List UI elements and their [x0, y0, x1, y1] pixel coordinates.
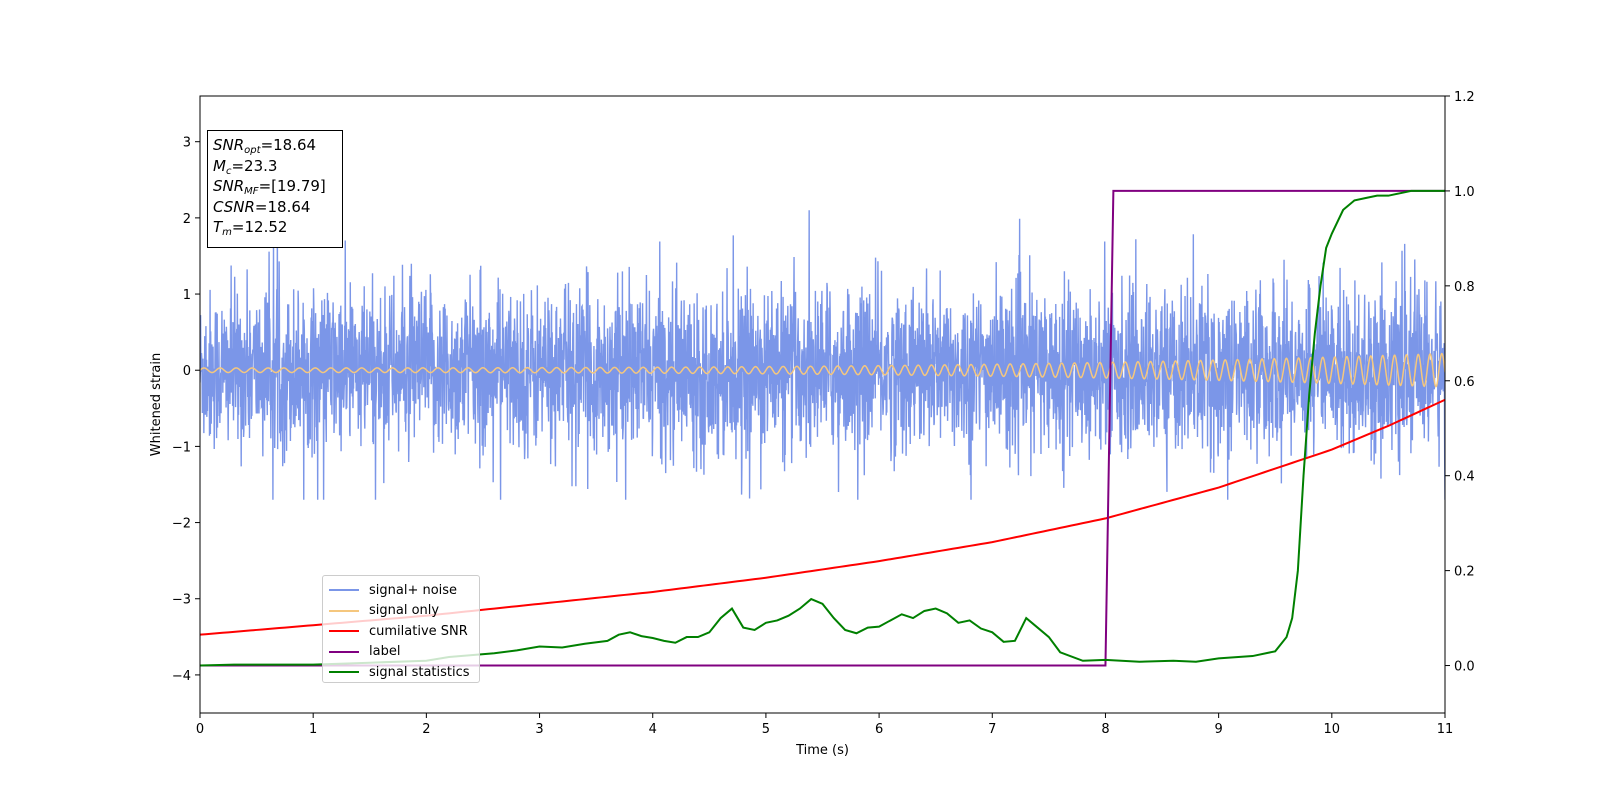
annotation-row: CSNR=18.64	[213, 197, 311, 216]
annotation-row: SNRMF=[19.79]	[213, 177, 326, 197]
legend-swatch	[329, 609, 359, 612]
legend-entry: signal+ noise	[329, 580, 473, 601]
legend-label: cumilative SNR	[369, 623, 468, 639]
legend-entry: signal statistics	[329, 662, 473, 683]
legend-swatch	[329, 589, 359, 592]
y-right-tick-label: 0.0	[1454, 660, 1475, 675]
legend-entry: cumilative SNR	[329, 621, 473, 642]
x-tick-label: 4	[649, 722, 657, 737]
legend-swatch	[329, 671, 359, 674]
x-tick-label: 3	[535, 722, 543, 737]
legend: signal+ noise signal only cumilative SNR la…	[322, 575, 480, 683]
annotation-row: Tm=12.52	[213, 218, 288, 238]
legend-label: signal statistics	[369, 664, 470, 680]
y-right-tick-label: 0.8	[1454, 280, 1475, 295]
annotation-box: SNRopt=18.64 Mc=23.3 SNRMF=[19.79] CSNR=18.…	[207, 130, 343, 248]
series-signal-only-line	[200, 352, 1445, 388]
legend-label: signal only	[369, 603, 440, 619]
legend-swatch	[329, 650, 359, 653]
y-tick-label: −1	[172, 440, 191, 455]
x-tick-label: 11	[1437, 722, 1454, 737]
y-tick-label: 0	[183, 364, 191, 379]
annotation-row: SNRopt=18.64	[213, 136, 317, 156]
annotation-row: Mc=23.3	[213, 156, 278, 177]
x-tick-label: 8	[1101, 722, 1109, 737]
y-axis-label: Whitened strain	[149, 353, 164, 456]
y-right-tick-label: 0.2	[1454, 565, 1475, 580]
x-tick-label: 5	[762, 722, 770, 737]
x-tick-label: 7	[988, 722, 996, 737]
y-right-tick-label: 0.4	[1454, 470, 1475, 485]
x-tick-label: 10	[1324, 722, 1341, 737]
x-tick-label: 0	[196, 722, 204, 737]
y-tick-label: 1	[183, 288, 191, 303]
y-right-tick-label: 0.6	[1454, 375, 1475, 390]
y-tick-label: −2	[172, 517, 191, 532]
y-tick-label: −3	[172, 593, 191, 608]
y-tick-label: 2	[183, 212, 191, 227]
legend-swatch	[329, 630, 359, 633]
series-signal-noise-line	[200, 210, 1445, 500]
x-axis-label: Time (s)	[795, 743, 849, 758]
series-signal-statistics-line	[200, 189, 1445, 667]
x-tick-label: 9	[1214, 722, 1222, 737]
legend-label: signal+ noise	[369, 582, 458, 598]
series-label-line	[200, 189, 1445, 667]
legend-entry: label	[329, 642, 473, 663]
plot-frame	[199, 95, 1446, 714]
x-tick-label: 2	[422, 722, 430, 737]
y-right-tick-label: 1.0	[1454, 185, 1475, 200]
y-tick-label: −4	[172, 669, 191, 684]
legend-label: label	[369, 644, 401, 660]
x-tick-label: 1	[309, 722, 317, 737]
y-right-tick-label: 1.2	[1454, 90, 1475, 105]
y-tick-label: 3	[183, 136, 191, 151]
x-tick-label: 6	[875, 722, 883, 737]
legend-entry: signal only	[329, 601, 473, 622]
